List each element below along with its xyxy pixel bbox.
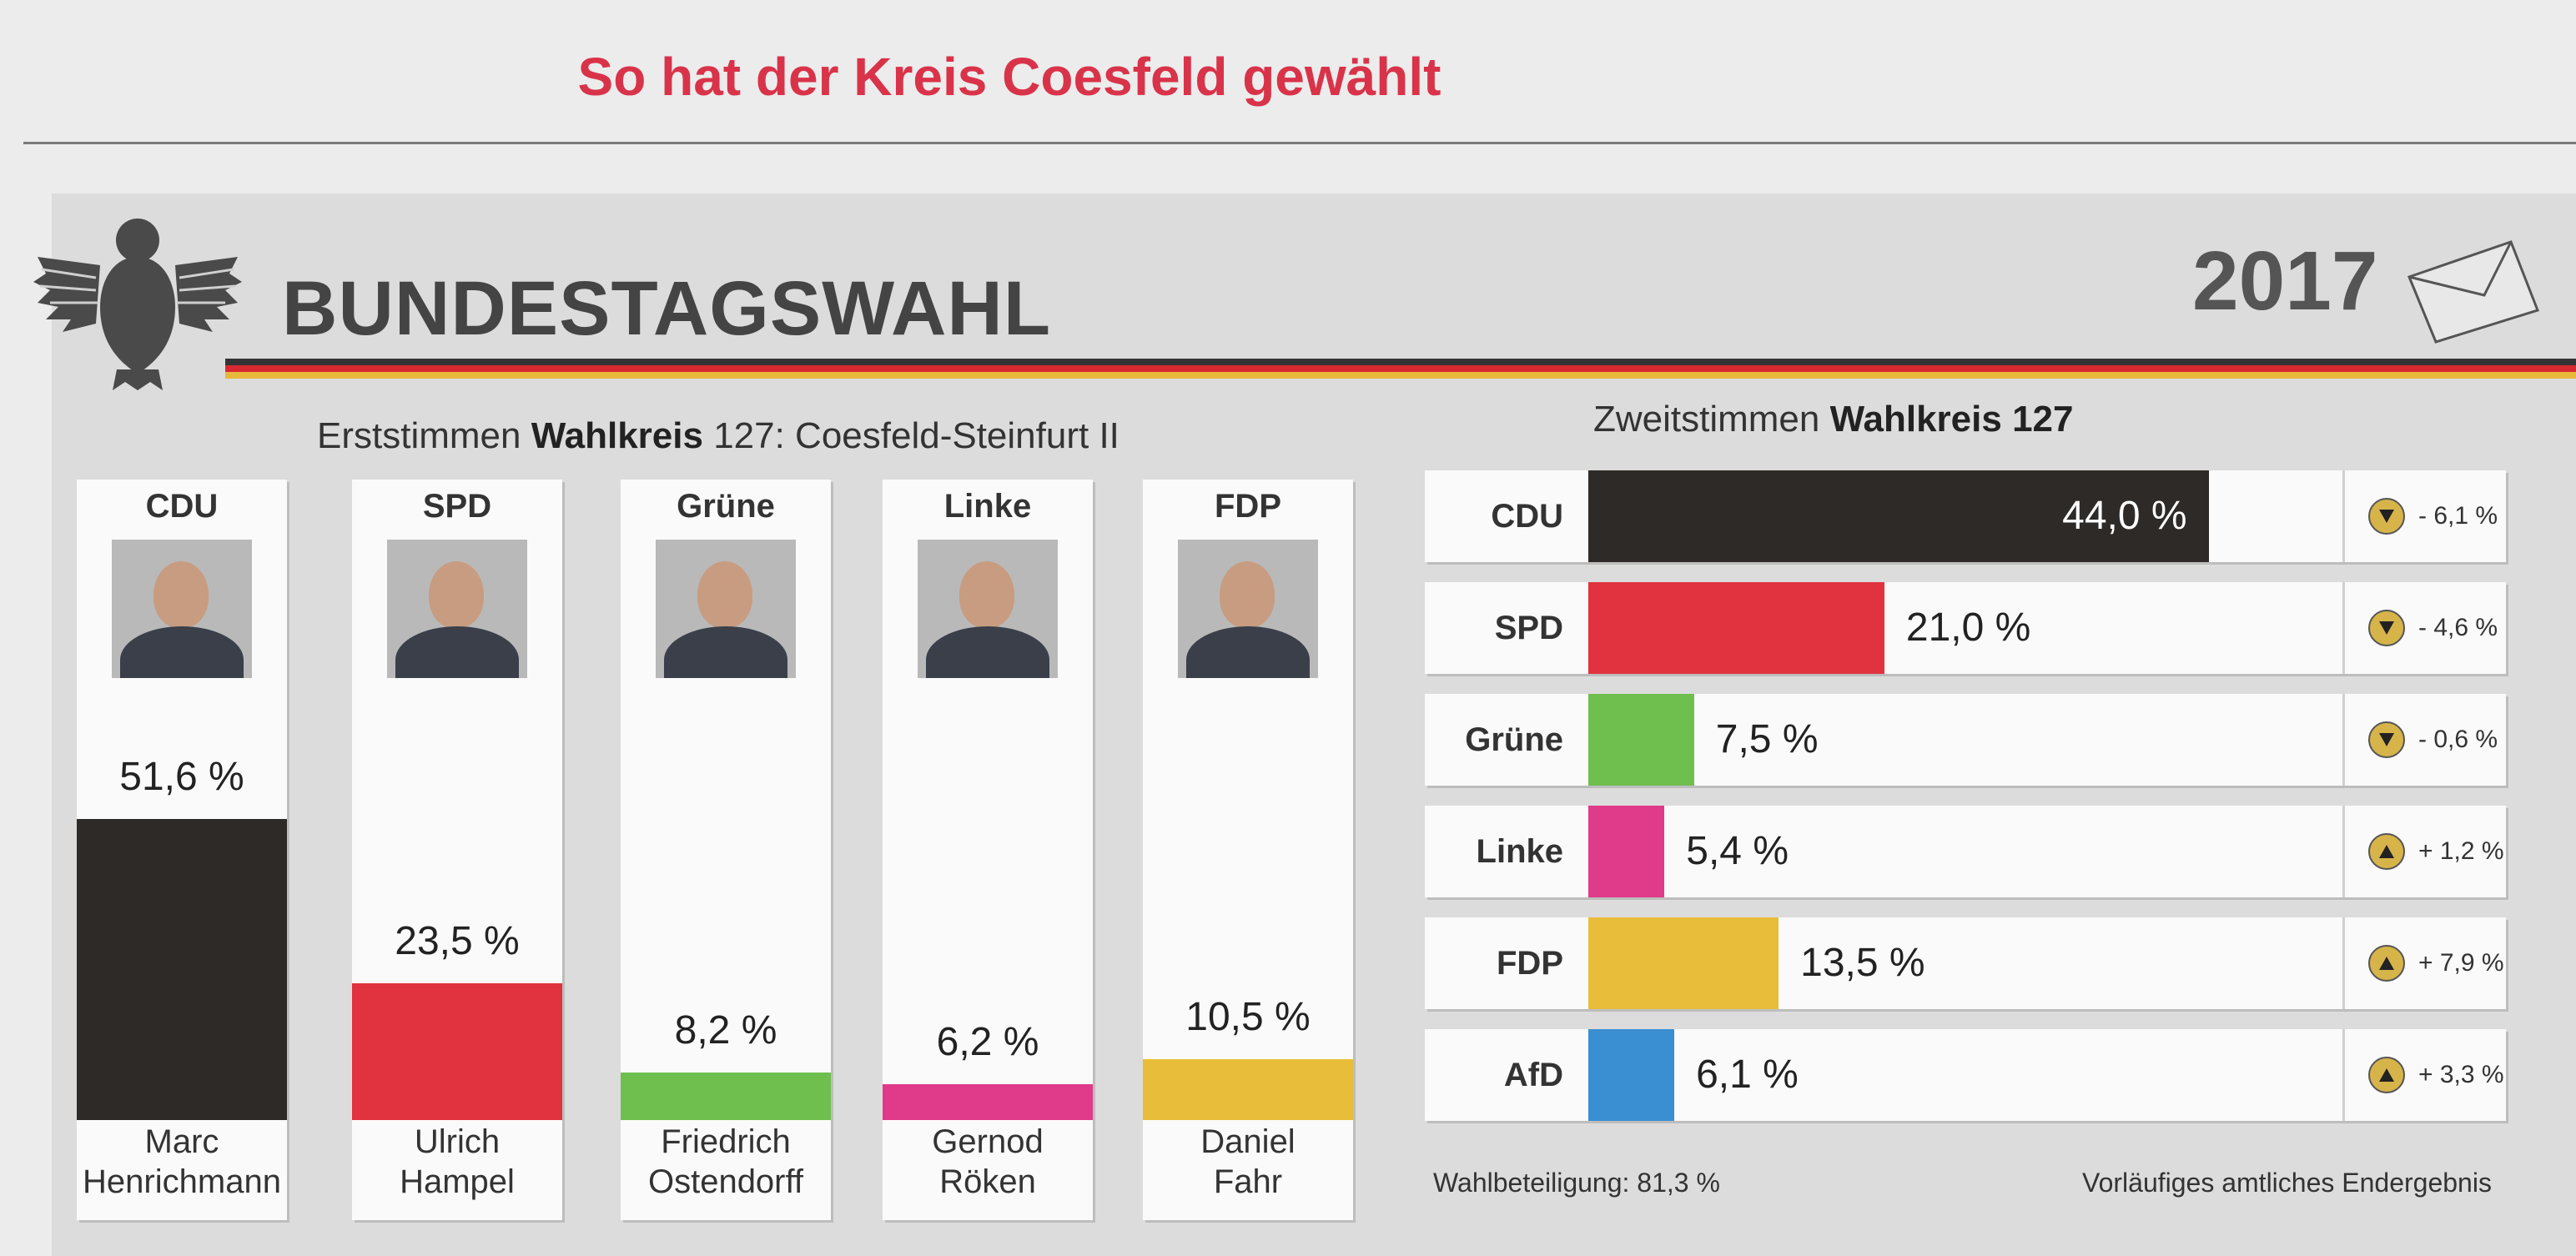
- vote-bar: [1588, 470, 2209, 562]
- vote-label: 7,5 %: [1715, 717, 1819, 761]
- vote-label: 10,5 %: [1185, 994, 1311, 1039]
- party-label: Grüne: [677, 488, 775, 525]
- photo-head: [429, 561, 484, 628]
- headline: So hat der Kreis Coesfeld gewählt: [577, 47, 1441, 107]
- vote-label: 23,5 %: [395, 918, 520, 963]
- candidate-column: CDU 51,6 % Marc Henrichmann: [77, 480, 287, 1220]
- vote-label: 6,1 %: [1696, 1053, 1799, 1097]
- turnout-note: Wahlbeteiligung: 81,3 %: [1433, 1168, 1720, 1198]
- party-label: AfD: [1503, 1057, 1563, 1093]
- party-label: SPD: [422, 488, 492, 525]
- photo-head: [959, 561, 1014, 628]
- vote-bar: [352, 982, 562, 1120]
- vote-bar: [1588, 917, 1779, 1009]
- candidate-name: Daniel Fahr: [1200, 1123, 1296, 1200]
- photo-body: [395, 626, 519, 678]
- headline-rule: [23, 142, 2576, 144]
- vote-label: 8,2 %: [674, 1007, 777, 1053]
- candidate-column: Grüne 8,2 % Friedrich Ostendorff: [621, 480, 831, 1220]
- party-row: SPD 21,0 % - 4,6 %: [1425, 582, 2506, 674]
- change-cell: - 0,6 %: [2342, 694, 2508, 786]
- party-label: Linke: [1476, 833, 1563, 870]
- candidate-photo: [656, 540, 796, 678]
- party-row: Grüne 7,5 % - 0,6 %: [1425, 694, 2506, 786]
- candidate-photo: [1178, 540, 1318, 678]
- change-label: - 0,6 %: [2418, 726, 2498, 753]
- change-cell: - 6,1 %: [2342, 470, 2508, 562]
- party-row: AfD 6,1 % + 3,3 %: [1425, 1029, 2506, 1121]
- arrow-down-icon: [2368, 610, 2405, 646]
- candidate-name: Marc Henrichmann: [83, 1123, 281, 1200]
- change-label: + 3,3 %: [2418, 1061, 2504, 1088]
- change-cell: + 1,2 %: [2342, 806, 2508, 897]
- erststimmen-title: Erststimmen Wahlkreis 127: Coesfeld-Stei…: [317, 415, 1119, 456]
- vote-bar: [883, 1083, 1093, 1120]
- change-cell: + 3,3 %: [2342, 1029, 2508, 1121]
- photo-head: [697, 561, 752, 628]
- vote-label: 21,0 %: [1905, 605, 2031, 650]
- flag-stripe: [225, 359, 2576, 379]
- arrow-up-icon: [2368, 1057, 2405, 1093]
- party-label: Grüne: [1465, 721, 1563, 758]
- change-label: + 7,9 %: [2418, 949, 2504, 977]
- vote-label: 6,2 %: [936, 1019, 1039, 1064]
- change-label: - 4,6 %: [2418, 614, 2498, 641]
- photo-head: [1220, 561, 1275, 628]
- vote-bar: [1588, 694, 1694, 786]
- party-row: CDU 44,0 % - 6,1 %: [1425, 470, 2506, 562]
- ballot-envelope-icon: [2407, 240, 2539, 344]
- party-label: SPD: [1494, 610, 1563, 646]
- vote-bar: [77, 818, 287, 1120]
- vote-bar: [1588, 582, 1884, 674]
- photo-body: [120, 626, 244, 678]
- candidate-name: Gernod Röken: [932, 1123, 1044, 1200]
- vote-bar: [621, 1072, 831, 1120]
- vote-bar: [1588, 1029, 1675, 1121]
- vote-label: 13,5 %: [1800, 941, 1925, 985]
- vote-bar: [1143, 1058, 1353, 1120]
- vote-bar: [1588, 806, 1665, 897]
- candidate-column: FDP 10,5 % Daniel Fahr: [1143, 480, 1353, 1220]
- candidate-name: Ulrich Hampel: [400, 1123, 515, 1200]
- vote-label: 51,6 %: [119, 754, 244, 799]
- zweitstimmen-title: Zweitstimmen Wahlkreis 127: [1593, 399, 2074, 440]
- candidate-column: Linke 6,2 % Gernod Röken: [883, 480, 1093, 1220]
- federal-eagle-icon: [33, 219, 242, 390]
- party-label: CDU: [145, 488, 219, 525]
- arrow-up-icon: [2368, 833, 2405, 870]
- arrow-up-icon: [2368, 945, 2405, 982]
- party-label: Linke: [943, 488, 1032, 525]
- photo-body: [664, 626, 787, 678]
- election-year: 2017: [2192, 234, 2378, 328]
- party-label: FDP: [1497, 945, 1563, 982]
- chart-title: BUNDESTAGSWAHL: [282, 266, 1052, 351]
- candidate-photo: [112, 540, 252, 678]
- vote-label: 44,0 %: [2062, 494, 2187, 538]
- change-cell: - 4,6 %: [2342, 582, 2508, 674]
- photo-head: [153, 561, 209, 628]
- photo-body: [926, 626, 1049, 678]
- arrow-down-icon: [2368, 721, 2405, 758]
- party-row: FDP 13,5 % + 7,9 %: [1425, 917, 2506, 1009]
- party-row: Linke 5,4 % + 1,2 %: [1425, 806, 2506, 897]
- candidate-column: SPD 23,5 % Ulrich Hampel: [352, 480, 562, 1220]
- candidate-name: Friedrich Ostendorff: [647, 1123, 804, 1200]
- change-label: + 1,2 %: [2418, 837, 2504, 865]
- party-label: CDU: [1491, 498, 1563, 535]
- candidate-photo: [387, 540, 527, 678]
- vote-label: 5,4 %: [1686, 829, 1789, 873]
- change-cell: + 7,9 %: [2342, 917, 2508, 1009]
- change-label: - 6,1 %: [2418, 502, 2498, 530]
- party-label: FDP: [1215, 488, 1281, 525]
- candidate-photo: [918, 540, 1058, 678]
- photo-body: [1186, 626, 1310, 678]
- result-note: Vorläufiges amtliches Endergebnis: [2082, 1168, 2492, 1198]
- arrow-down-icon: [2368, 498, 2405, 535]
